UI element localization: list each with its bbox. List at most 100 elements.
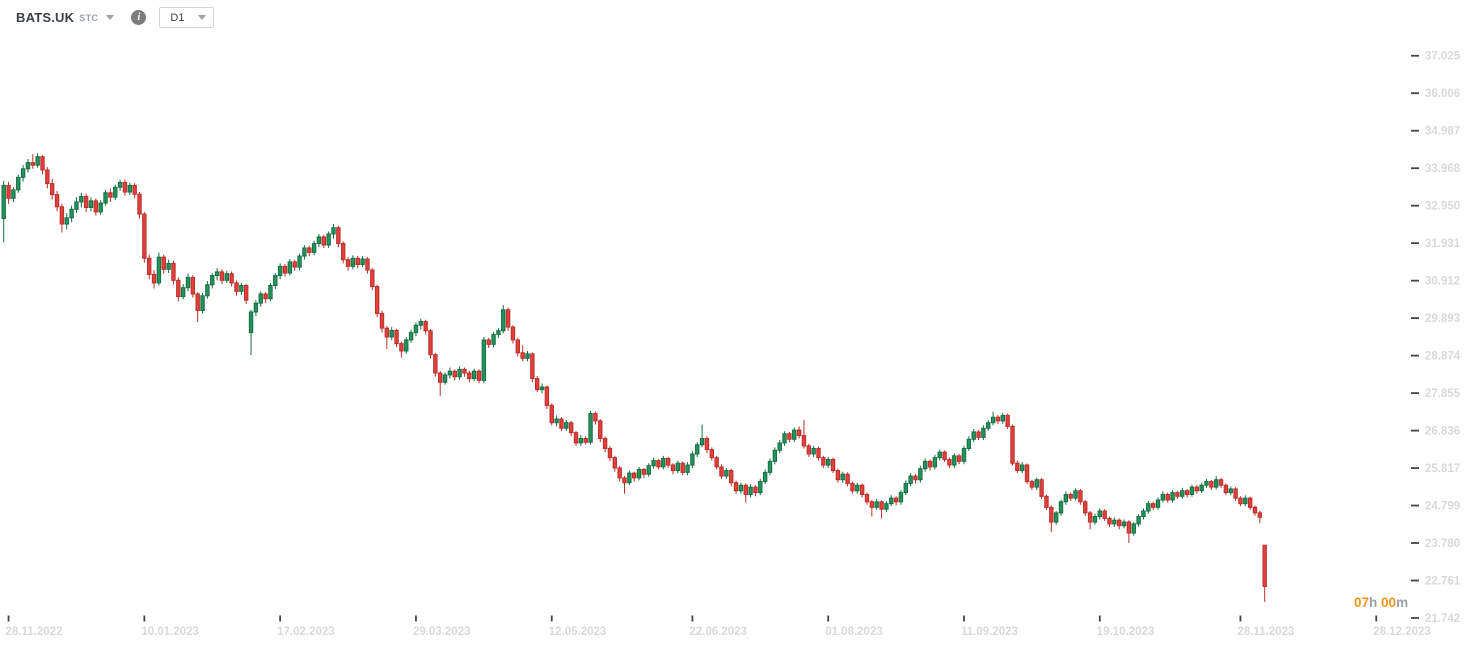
candle-body — [830, 459, 836, 472]
candle-body — [1243, 497, 1248, 505]
candle-body — [840, 473, 845, 481]
candle-body — [816, 447, 821, 459]
candle-body — [345, 259, 351, 267]
candle-body — [661, 457, 666, 468]
price-axis-label: 23.780 — [1425, 538, 1460, 550]
candle-body — [1117, 519, 1122, 527]
candle-body — [122, 181, 128, 193]
candle-body — [636, 468, 642, 479]
candle-body — [976, 431, 981, 438]
candle-body — [486, 339, 491, 345]
candle-body — [1209, 481, 1214, 488]
candle-body — [374, 286, 380, 314]
candle-body — [646, 465, 651, 475]
candle-body — [137, 193, 142, 215]
candle-body — [792, 429, 797, 440]
date-axis-label: 12.05.2023 — [549, 626, 607, 638]
candle-body — [132, 184, 137, 195]
candle-body — [1223, 484, 1229, 494]
candle-body — [903, 482, 908, 494]
countdown-hours-unit: h — [1369, 595, 1378, 610]
candle-body — [180, 287, 186, 298]
candle-body — [564, 422, 569, 429]
candle-body — [1034, 479, 1039, 488]
candle-body — [117, 181, 123, 188]
candle-body — [782, 433, 787, 444]
candle-body — [632, 472, 637, 479]
candle-body — [665, 457, 671, 466]
time-axis[interactable]: 28.11.2022 10.01.2023 17.02.2023 29.03.2023… — [6, 615, 1431, 639]
candle-body — [549, 404, 554, 424]
candle-body — [108, 192, 113, 198]
candle-body — [1257, 512, 1263, 518]
candle-body — [40, 156, 45, 171]
timeframe-label: D1 — [170, 11, 185, 24]
candle-body — [205, 284, 210, 297]
candle-body — [258, 293, 263, 304]
countdown-minutes-unit: m — [1396, 595, 1409, 610]
candle-body — [20, 168, 26, 178]
candle-body — [1262, 544, 1267, 587]
candle-body — [743, 484, 748, 495]
candle-body — [554, 418, 559, 424]
timeframe-select[interactable]: D1 — [159, 7, 215, 28]
candle-body — [1, 184, 6, 220]
candle-body — [341, 243, 346, 261]
candle-body — [297, 255, 302, 268]
candle-body — [1165, 493, 1170, 501]
symbol-suffix-label: STC — [79, 12, 99, 23]
candle-body — [995, 416, 1001, 422]
candle-body — [568, 422, 574, 434]
chevron-down-icon[interactable] — [106, 15, 115, 20]
candle-body — [1083, 501, 1088, 514]
candle-body — [229, 273, 234, 284]
candle-body — [762, 471, 768, 483]
candle-body — [981, 427, 986, 438]
info-icon[interactable]: i — [131, 10, 147, 25]
price-axis[interactable]: 37.025 36.006 34.987 33.968 32.950 31.931 30.9… — [1411, 51, 1461, 625]
candle-body — [729, 470, 734, 484]
candles-layer — [1, 153, 1267, 602]
candle-body — [496, 330, 501, 335]
candle-body — [491, 333, 496, 345]
candle-body — [467, 372, 472, 380]
candle-body — [893, 497, 899, 503]
candle-body — [913, 475, 918, 481]
candle-body — [336, 227, 341, 245]
candle-body — [898, 492, 904, 503]
candle-body — [1175, 492, 1180, 497]
candle-body — [1136, 516, 1141, 525]
candle-body — [389, 329, 394, 338]
date-axis-label: 19.10.2023 — [1097, 626, 1155, 638]
candle-body — [292, 261, 297, 268]
candle-body — [990, 416, 996, 424]
candle-body — [1189, 486, 1195, 495]
candle-body — [1150, 503, 1156, 508]
candle-body — [758, 481, 763, 494]
candle-body — [69, 208, 74, 219]
candle-body — [821, 457, 826, 466]
candle-body — [25, 162, 31, 170]
candle-body — [1160, 493, 1166, 501]
candle-body — [103, 192, 108, 204]
date-axis-label: 17.02.2023 — [277, 626, 335, 638]
candle-body — [690, 453, 695, 466]
candle-body — [142, 213, 147, 259]
candle-body — [535, 378, 540, 391]
candle-body — [379, 312, 385, 329]
candle-body — [418, 321, 424, 326]
candle-body — [777, 442, 782, 451]
candle-body — [879, 501, 884, 510]
candle-body — [583, 438, 588, 443]
candle-body — [598, 420, 603, 440]
candle-body — [578, 438, 584, 444]
candle-body — [1194, 486, 1199, 492]
candle-body — [952, 455, 957, 466]
candle-body — [602, 438, 608, 449]
candle-body — [573, 432, 579, 444]
candle-body — [709, 449, 714, 459]
candle-body — [753, 486, 758, 494]
candle-body — [88, 200, 94, 208]
